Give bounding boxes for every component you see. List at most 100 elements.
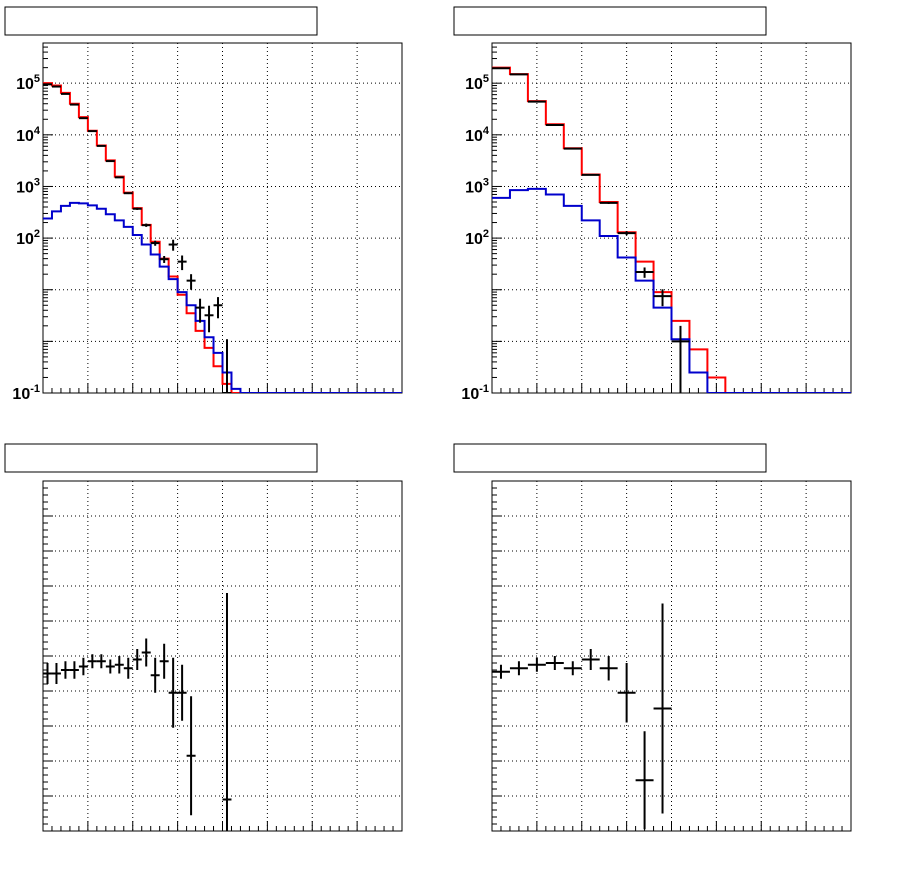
data-point: [105, 160, 115, 163]
data-point: [159, 643, 169, 679]
y-tick-label: 104: [465, 125, 490, 145]
data-point: [545, 656, 564, 670]
y-tick-label: 103: [16, 176, 40, 196]
data-point: [213, 297, 223, 319]
x-axis: [491, 821, 852, 831]
data-point: [599, 656, 618, 681]
data-point: [168, 657, 178, 728]
tick-base: 10: [465, 128, 483, 145]
data-point: [150, 657, 160, 693]
data-point: [114, 176, 124, 179]
data-point: [563, 661, 582, 676]
y-tick-label: 102: [465, 228, 489, 248]
data-point: [141, 223, 151, 227]
data-point: [509, 661, 528, 676]
data-point: [635, 267, 654, 278]
tick-exponent: 5: [34, 73, 40, 85]
tick-base: 10: [465, 179, 483, 196]
data-point: [168, 239, 178, 251]
data-point: [204, 305, 214, 333]
data-point: [69, 661, 79, 679]
y-tick-label: 104: [16, 125, 41, 145]
histogram-series-1: [43, 82, 402, 393]
chart-title-box: [453, 443, 767, 473]
data-point: [78, 657, 88, 676]
data-point: [186, 696, 196, 816]
histogram-series-1: [492, 66, 851, 393]
data-point: [177, 664, 187, 721]
y-tick-label: 103: [465, 176, 489, 196]
data-point: [159, 255, 169, 263]
data-point: [563, 147, 582, 150]
data-point: [653, 603, 672, 814]
data-point: [492, 664, 510, 679]
y-axis: [43, 480, 53, 832]
data-point: [96, 144, 106, 147]
grid: [492, 481, 851, 831]
data-point: [186, 274, 196, 290]
data-point: [527, 657, 546, 672]
y-tick-label: 10-1: [12, 383, 40, 403]
data-point: [141, 638, 151, 667]
data-point: [653, 289, 672, 307]
data-points: [43, 83, 232, 393]
y-tick-label: 10-1: [461, 383, 489, 403]
tick-exponent: 4: [483, 125, 490, 137]
grid: [43, 481, 402, 831]
data-point: [96, 654, 106, 669]
tick-exponent: 4: [34, 125, 41, 137]
x-axis: [42, 821, 403, 831]
tick-base: 10: [465, 231, 483, 248]
tick-base: 10: [12, 386, 30, 403]
data-point: [581, 173, 600, 176]
tick-exponent: -1: [479, 383, 489, 395]
tick-base: 10: [16, 76, 34, 93]
tick-base: 10: [461, 386, 479, 403]
data-points: [492, 603, 672, 830]
tick-exponent: 2: [34, 228, 40, 240]
tick-base: 10: [16, 128, 34, 145]
tick-exponent: -1: [30, 383, 40, 395]
data-point: [150, 240, 160, 246]
tick-exponent: 3: [34, 176, 40, 188]
chart-panel-3: [4, 443, 403, 832]
chart-panel-4: [453, 443, 852, 832]
grid: [43, 43, 402, 393]
x-axis: [491, 383, 852, 393]
data-point: [177, 255, 187, 271]
tick-exponent: 5: [483, 73, 489, 85]
tick-base: 10: [16, 179, 34, 196]
data-point: [87, 654, 97, 669]
tick-base: 10: [16, 231, 34, 248]
data-point: [123, 657, 133, 679]
data-point: [617, 663, 636, 723]
tick-base: 10: [465, 76, 483, 93]
data-points: [492, 67, 690, 393]
tick-exponent: 3: [483, 176, 489, 188]
y-axis: [492, 480, 502, 832]
chart-title-box: [453, 6, 767, 36]
histogram-series-2: [492, 187, 851, 393]
data-point: [617, 231, 636, 236]
data-point: [599, 201, 618, 204]
data-point: [123, 192, 133, 195]
data-point: [43, 663, 52, 684]
data-points: [43, 593, 232, 831]
data-point: [671, 325, 690, 393]
data-point: [195, 298, 205, 323]
chart-title-box: [4, 443, 318, 473]
data-point: [222, 339, 232, 393]
tick-exponent: 2: [483, 228, 489, 240]
data-point: [114, 656, 124, 674]
data-point: [581, 649, 600, 670]
y-tick-label: 105: [465, 73, 489, 93]
data-point: [132, 207, 142, 210]
data-point: [105, 659, 115, 674]
y-tick-label: 105: [16, 73, 40, 93]
data-point: [132, 649, 142, 670]
histogram-series-2: [43, 201, 402, 393]
